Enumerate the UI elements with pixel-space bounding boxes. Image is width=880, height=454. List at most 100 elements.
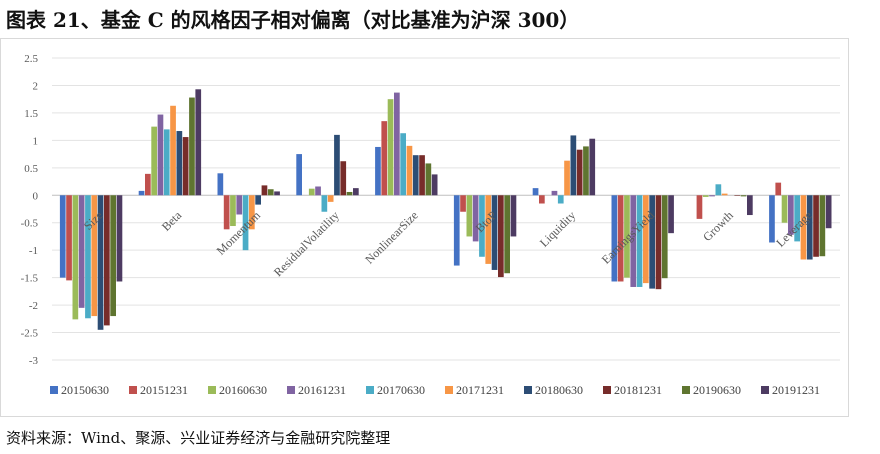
bar-20190630-Liquidity bbox=[583, 146, 589, 196]
bar-20151231-Size bbox=[66, 195, 72, 281]
bar-20160630-NonlinearSize bbox=[387, 99, 394, 196]
legend-label: 20170630 bbox=[377, 383, 425, 397]
bar-20181231-EarningsYield bbox=[655, 195, 662, 290]
bar-20181231-Leverage bbox=[813, 195, 819, 257]
bar-20171231-Leverage bbox=[800, 195, 807, 260]
bar-20161231-Liquidity bbox=[551, 190, 558, 196]
bar-20150630-Momentum bbox=[217, 173, 224, 196]
bar-20171231-Beta bbox=[170, 105, 176, 196]
bar-20161231-Growth bbox=[709, 195, 715, 197]
bar-20191231-NonlinearSize bbox=[431, 174, 438, 196]
bar-20180630-EarningsYield bbox=[649, 195, 655, 289]
bar-20151231-Growth bbox=[696, 195, 703, 219]
bar-20170630-ResidualVolatility bbox=[321, 195, 328, 212]
legend-label: 20180630 bbox=[535, 383, 583, 397]
bar-20160630-EarningsYield bbox=[624, 195, 630, 278]
bar-20191231-BtoP bbox=[510, 195, 517, 237]
legend-swatch bbox=[366, 386, 374, 394]
y-tick-label: 2.5 bbox=[24, 53, 38, 65]
legend-label: 20190630 bbox=[693, 383, 741, 397]
bar-20160630-Leverage bbox=[781, 195, 788, 223]
bar-20180630-BtoP bbox=[491, 195, 498, 270]
y-tick-label: -1 bbox=[29, 245, 38, 257]
legend-swatch bbox=[761, 386, 769, 394]
bar-20161231-Leverage bbox=[788, 195, 794, 235]
legend-label: 20171231 bbox=[456, 383, 504, 397]
bar-20150630-Liquidity bbox=[532, 188, 539, 196]
bar-20170630-Leverage bbox=[794, 195, 800, 242]
source-note: 资料来源：Wind、聚源、兴业证券经济与金融研究院整理 bbox=[6, 429, 391, 447]
bar-20161231-ResidualVolatility bbox=[315, 186, 321, 196]
bar-20160630-Beta bbox=[151, 126, 157, 196]
y-tick-label: -2.5 bbox=[21, 328, 39, 340]
y-tick-label: 1 bbox=[33, 135, 39, 147]
bar-20170630-NonlinearSize bbox=[400, 133, 406, 196]
legend-label: 20160630 bbox=[219, 383, 267, 397]
bar-20191231-EarningsYield bbox=[668, 195, 674, 234]
bar-20170630-Beta bbox=[163, 129, 170, 196]
y-tick-label: -0.5 bbox=[21, 218, 39, 230]
bar-20161231-Momentum bbox=[236, 195, 243, 215]
y-tick-label: -1.5 bbox=[21, 273, 39, 285]
legend-swatch bbox=[524, 386, 532, 394]
bar-20160630-ResidualVolatility bbox=[308, 188, 315, 196]
bar-20180630-Leverage bbox=[806, 195, 813, 260]
bar-20180630-Momentum bbox=[255, 195, 261, 205]
bar-20190630-EarningsYield bbox=[661, 195, 668, 279]
bar-20151231-Liquidity bbox=[539, 195, 545, 204]
bar-20151231-Momentum bbox=[223, 195, 230, 230]
bar-20151231-EarningsYield bbox=[617, 195, 624, 282]
bar-20181231-Beta bbox=[182, 137, 189, 196]
bar-20171231-Growth bbox=[721, 193, 728, 196]
bar-20180630-Size bbox=[97, 195, 104, 330]
legend-label: 20151231 bbox=[140, 383, 188, 397]
bar-20170630-BtoP bbox=[479, 195, 485, 257]
bar-20150630-NonlinearSize bbox=[375, 146, 381, 196]
bar-20171231-Momentum bbox=[249, 195, 255, 230]
bar-20151231-Beta bbox=[145, 173, 151, 196]
legend-label: 20150630 bbox=[61, 383, 109, 397]
bar-20191231-Liquidity bbox=[589, 138, 596, 196]
y-tick-label: 0 bbox=[33, 190, 39, 202]
legend-swatch bbox=[208, 386, 216, 394]
bar-20151231-Leverage bbox=[775, 182, 782, 196]
bar-20191231-Momentum bbox=[274, 191, 280, 196]
bar-20191231-Growth bbox=[747, 195, 753, 216]
bar-20150630-BtoP bbox=[453, 195, 460, 266]
bar-20180630-NonlinearSize bbox=[412, 155, 419, 196]
bar-20190630-Size bbox=[110, 195, 116, 317]
legend-label: 20161231 bbox=[298, 383, 346, 397]
bar-20181231-NonlinearSize bbox=[419, 155, 425, 196]
chart-title: 图表 21、基金 C 的风格因子相对偏离（对比基准为沪深 300） bbox=[6, 8, 580, 32]
bar-20190630-Growth bbox=[740, 195, 747, 197]
bar-20171231-Size bbox=[91, 195, 98, 317]
bar-20160630-Growth bbox=[702, 195, 709, 197]
y-tick-label: 0.5 bbox=[24, 163, 38, 175]
bar-20150630-ResidualVolatility bbox=[296, 154, 302, 196]
bar-20181231-Size bbox=[104, 195, 110, 326]
bar-20161231-BtoP bbox=[472, 195, 479, 242]
bar-20171231-EarningsYield bbox=[643, 195, 649, 284]
bar-20191231-Leverage bbox=[825, 195, 832, 229]
bar-20171231-BtoP bbox=[485, 195, 492, 264]
bar-20191231-ResidualVolatility bbox=[353, 188, 359, 196]
bar-20190630-Momentum bbox=[267, 189, 274, 196]
bar-20150630-Size bbox=[59, 195, 66, 278]
bar-20180630-Beta bbox=[176, 131, 183, 196]
bar-20151231-BtoP bbox=[460, 195, 466, 212]
legend-label: 20181231 bbox=[614, 383, 662, 397]
legend-label: 20191231 bbox=[772, 383, 820, 397]
bar-20190630-Beta bbox=[189, 97, 195, 196]
bar-20161231-EarningsYield bbox=[630, 195, 637, 287]
bar-20180630-ResidualVolatility bbox=[334, 134, 340, 196]
bar-20171231-Liquidity bbox=[564, 160, 570, 196]
bar-20181231-Growth bbox=[734, 195, 741, 196]
y-tick-label: 1.5 bbox=[24, 108, 38, 120]
bar-20181231-Liquidity bbox=[576, 149, 583, 196]
bar-20161231-NonlinearSize bbox=[394, 92, 400, 196]
bar-20170630-Growth bbox=[715, 184, 722, 196]
bar-20181231-ResidualVolatility bbox=[340, 161, 347, 196]
bar-20170630-Momentum bbox=[242, 195, 249, 251]
bar-20191231-Size bbox=[116, 195, 123, 282]
bar-20171231-ResidualVolatility bbox=[327, 195, 334, 202]
